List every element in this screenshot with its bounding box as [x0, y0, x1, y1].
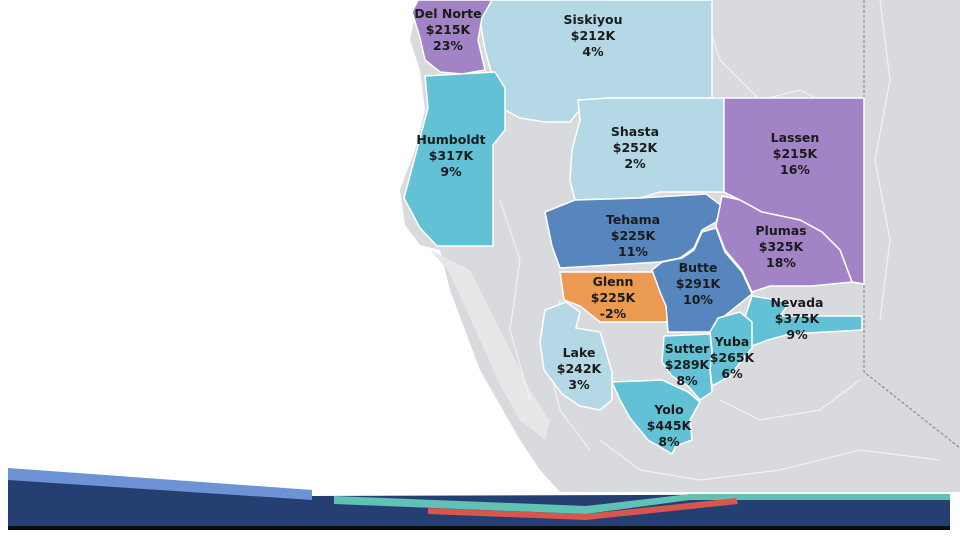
footer-stripe-teal: [334, 494, 950, 514]
label-humboldt: Humboldt $317K 9%: [416, 132, 485, 179]
county-price: $317K: [429, 148, 475, 163]
state-border-line: [863, 0, 960, 449]
county-humboldt[interactable]: [403, 71, 506, 247]
county-change: 8%: [676, 373, 698, 388]
label-yuba: Yuba $265K 6%: [710, 334, 756, 381]
county-change: 9%: [440, 164, 462, 179]
county-name: Siskiyou: [564, 12, 623, 27]
county-name: Glenn: [593, 274, 634, 289]
county-name: Shasta: [611, 124, 659, 139]
county-plumas[interactable]: [715, 195, 854, 293]
county-name: Nevada: [771, 295, 824, 310]
county-price: $289K: [665, 357, 711, 372]
label-sutter: Sutter $289K 8%: [665, 341, 711, 388]
county-change: 10%: [683, 292, 713, 307]
label-yolo: Yolo $445K 8%: [647, 402, 693, 449]
county-name: Yolo: [653, 402, 684, 417]
county-price: $225K: [611, 228, 657, 243]
county-price: $225K: [591, 290, 637, 305]
footer-stripe-red: [428, 498, 738, 520]
county-name: Butte: [679, 260, 718, 275]
label-siskiyou: Siskiyou $212K 4%: [564, 12, 623, 59]
county-tehama[interactable]: [544, 193, 723, 269]
county-price: $291K: [676, 276, 722, 291]
county-name: Yuba: [714, 334, 749, 349]
label-tehama: Tehama $225K 11%: [606, 212, 660, 259]
county-name: Plumas: [755, 223, 806, 238]
label-nevada: Nevada $375K 9%: [771, 295, 824, 342]
label-plumas: Plumas $325K 18%: [755, 223, 806, 270]
county-sutter[interactable]: [661, 333, 713, 401]
county-price: $375K: [775, 311, 821, 326]
county-price: $445K: [647, 418, 693, 433]
county-labels: Del Norte $215K 23% Siskiyou $212K 4% Humbol…: [414, 6, 823, 449]
county-change: 4%: [582, 44, 604, 59]
county-name: Lake: [563, 345, 596, 360]
county-butte[interactable]: [651, 227, 753, 333]
county-price: $242K: [557, 361, 603, 376]
label-lake: Lake $242K 3%: [557, 345, 603, 392]
county-change: 18%: [766, 255, 796, 270]
county-price: $215K: [773, 146, 819, 161]
coastal-strip: [430, 250, 550, 440]
label-glenn: Glenn $225K -2%: [591, 274, 637, 321]
county-name: Humboldt: [416, 132, 485, 147]
county-price: $325K: [759, 239, 805, 254]
footer-band: [8, 468, 950, 530]
county-yolo[interactable]: [610, 379, 701, 456]
county-name: Tehama: [606, 212, 660, 227]
county-name: Del Norte: [414, 6, 481, 21]
county-name: Sutter: [665, 341, 710, 356]
label-shasta: Shasta $252K 2%: [611, 124, 659, 171]
footer-black-bar: [8, 526, 950, 530]
county-price: $252K: [613, 140, 659, 155]
label-butte: Butte $291K 10%: [676, 260, 722, 307]
county-change: 6%: [721, 366, 743, 381]
county-price: $215K: [426, 22, 472, 37]
county-change: 11%: [618, 244, 648, 259]
county-price: $265K: [710, 350, 756, 365]
county-change: -2%: [600, 306, 627, 321]
county-change: 16%: [780, 162, 810, 177]
county-change: 9%: [786, 327, 808, 342]
county-change: 2%: [624, 156, 646, 171]
county-change: 3%: [568, 377, 590, 392]
label-lassen: Lassen $215K 16%: [771, 130, 820, 177]
footer-stripe-blue: [8, 468, 312, 500]
label-del-norte: Del Norte $215K 23%: [414, 6, 481, 53]
county-price: $212K: [571, 28, 617, 43]
county-lake[interactable]: [539, 301, 613, 411]
county-name: Lassen: [771, 130, 820, 145]
county-change: 23%: [433, 38, 463, 53]
county-change: 8%: [658, 434, 680, 449]
counties: [403, 0, 865, 456]
